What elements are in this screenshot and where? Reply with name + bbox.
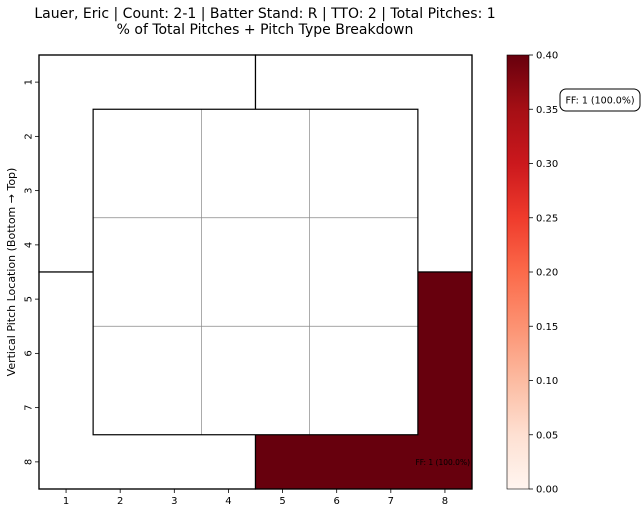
zone-label: FF: 1 (100.0%) — [415, 458, 470, 467]
colorbar-tick-label: 0.15 — [536, 322, 558, 333]
x-axis-ticks: 1 2 3 4 5 6 7 8 — [63, 489, 448, 507]
annotation-box-frame — [559, 88, 641, 112]
zone-labels: FF: 1 (100.0%) — [415, 458, 470, 467]
annotation-box-text: FF: 1 (100.0%) — [565, 95, 634, 106]
y-tick-label: 4 — [24, 242, 35, 248]
colorbar-tick-label: 0.10 — [536, 376, 558, 387]
y-axis-ticks: 1 2 3 4 5 6 7 8 — [24, 79, 39, 465]
colorbar-tick-label: 0.00 — [536, 485, 558, 496]
colorbar-tick-label: 0.40 — [536, 51, 558, 62]
y-tick-label: 1 — [24, 79, 35, 85]
x-tick-label: 5 — [279, 496, 285, 507]
y-axis-label: Vertical Pitch Location (Bottom → Top) — [5, 168, 18, 377]
x-tick-label: 8 — [442, 496, 448, 507]
chart-title-line-2: % of Total Pitches + Pitch Type Breakdow… — [116, 22, 414, 38]
colorbar-tick-label: 0.30 — [536, 159, 558, 170]
x-tick-label: 3 — [171, 496, 177, 507]
colorbar-tick-label: 0.20 — [536, 268, 558, 279]
colorbar-tick-label: 0.25 — [536, 213, 558, 224]
colorbar-tick-label: 0.35 — [536, 105, 558, 116]
annotation-box: FF: 1 (100.0%) — [559, 88, 641, 112]
strike-zone-fill — [93, 109, 418, 435]
x-tick-label: 2 — [117, 496, 123, 507]
colorbar-tick-label: 0.05 — [536, 430, 558, 441]
x-tick-label: 4 — [225, 496, 231, 507]
y-tick-label: 3 — [24, 187, 35, 193]
colorbar: 0.00 0.05 0.10 0.15 0.20 0.25 0.30 0.35 0.40 — [506, 51, 558, 496]
y-tick-label: 5 — [24, 296, 35, 302]
x-tick-label: 7 — [388, 496, 394, 507]
y-tick-label: 8 — [24, 459, 35, 465]
x-tick-label: 6 — [334, 496, 340, 507]
plot-frame — [38, 54, 473, 490]
strike-zone — [92, 108, 419, 436]
y-tick-label: 6 — [24, 350, 35, 356]
x-tick-label: 1 — [63, 496, 69, 507]
y-tick-label: 7 — [24, 404, 35, 410]
y-tick-label: 2 — [24, 133, 35, 139]
axes-spine — [38, 54, 473, 490]
chart-title-line-1: Lauer, Eric | Count: 2-1 | Batter Stand:… — [34, 6, 496, 22]
strike-zone-border — [92, 108, 419, 436]
colorbar-gradient — [507, 55, 529, 489]
